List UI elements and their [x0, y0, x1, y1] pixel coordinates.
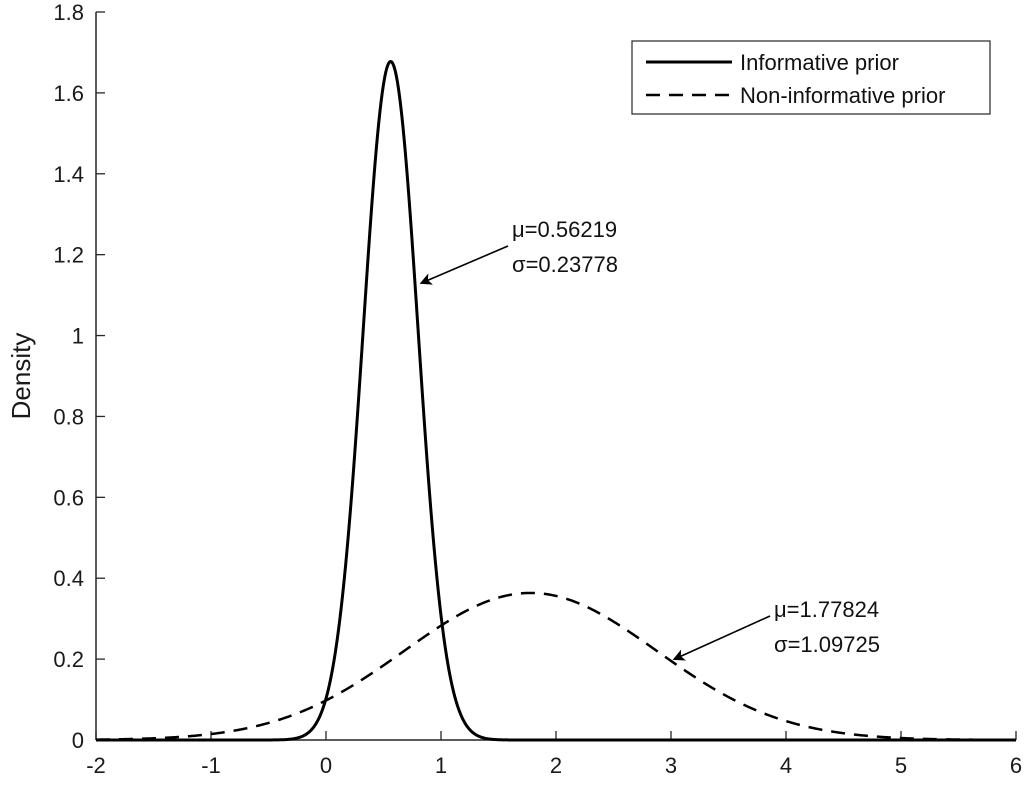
y-tick-label: 0: [72, 728, 84, 753]
y-tick-label: 1.8: [53, 0, 84, 25]
plot-background: [96, 12, 1016, 740]
y-tick-label: 0.2: [53, 647, 84, 672]
series-non-informative-prior: [95, 591, 1017, 742]
legend: Informative prior Non-informative prior: [631, 40, 991, 115]
x-tick-label: 4: [780, 753, 792, 778]
x-tick-label: -2: [86, 753, 106, 778]
annotation-informative-mu: μ=0.56219: [512, 217, 617, 242]
y-tick-label: 1.4: [53, 162, 84, 187]
y-tick-label: 1.6: [53, 81, 84, 106]
x-tick-label: -1: [201, 753, 221, 778]
annotation-non-informative-sigma: σ=1.09725: [774, 632, 880, 657]
annotation-non-informative-mu: μ=1.77824: [774, 597, 879, 622]
series-informative-prior: [95, 59, 1017, 742]
annotation-non-informative-arrow: [672, 615, 771, 661]
x-tick-label: 3: [665, 753, 677, 778]
y-tick-label: 0.4: [53, 566, 84, 591]
x-tick-label: 0: [320, 753, 332, 778]
y-tick-label: 0.8: [53, 404, 84, 429]
legend-box: [631, 40, 991, 115]
x-tick-label: 5: [895, 753, 907, 778]
annotation-informative-arrow: [419, 245, 509, 285]
x-tick-label: 1: [435, 753, 447, 778]
y-tick-label: 1.2: [53, 243, 84, 268]
legend-label-informative: Informative prior: [740, 50, 899, 75]
annotation-non-informative: μ=1.77824 σ=1.09725: [672, 597, 880, 661]
x-tick-label: 2: [550, 753, 562, 778]
x-axis-ticks: -2 -1 0 1 2 3 4 5 6: [86, 731, 1022, 778]
series-layer: [95, 59, 1017, 742]
annotation-informative: μ=0.56219 σ=0.23778: [419, 217, 618, 285]
y-axis-ticks: 0 0.2 0.4 0.6 0.8 1 1.2 1.4 1.6 1.8: [53, 0, 105, 753]
annotation-informative-sigma: σ=0.23778: [512, 252, 618, 277]
y-tick-label: 1: [72, 324, 84, 349]
y-axis-label: Density: [6, 333, 36, 420]
x-tick-label: 6: [1010, 753, 1022, 778]
legend-label-non-informative: Non-informative prior: [740, 83, 945, 108]
y-tick-label: 0.6: [53, 485, 84, 510]
